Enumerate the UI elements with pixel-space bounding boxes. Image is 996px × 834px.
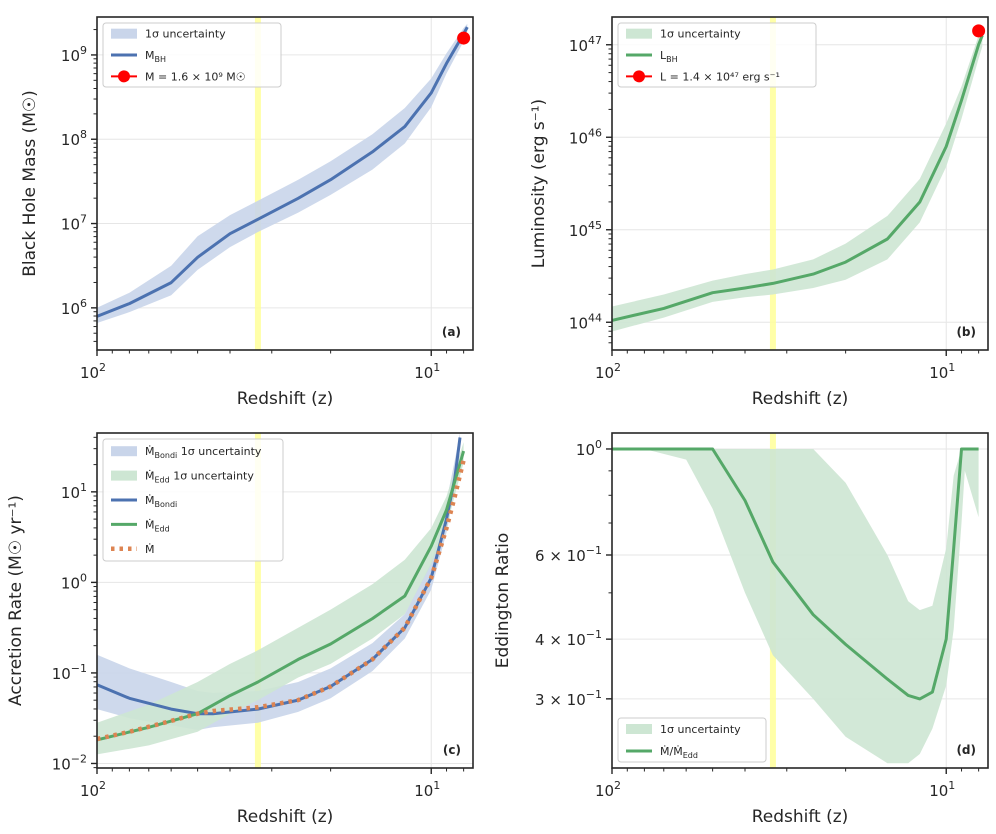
series-line-Mdot/Mdot_Edd (612, 447, 979, 701)
y-tick-label: 6 × 10−1 (535, 544, 602, 565)
y-axis-title: Black Hole Mass (M☉) (20, 90, 40, 277)
legend-swatch-marker (633, 70, 645, 83)
legend-swatch-marker (118, 70, 130, 83)
y-tick-label: 107 (61, 213, 87, 234)
uncertainty-band-L_BH (612, 28, 983, 332)
y-tick-label: 101 (61, 481, 87, 502)
x-axis-title: Redshift (z) (752, 389, 849, 409)
axes-frame (611, 432, 989, 769)
x-tick-label: 101 (929, 361, 955, 382)
y-axis-title: Accretion Rate (M☉ yr⁻¹) (6, 495, 26, 706)
y-tick-label: 100 (576, 438, 602, 459)
legend: 1σ uncertainty LBH L = 1.4 × 10⁴⁷ erg s⁻¹ (617, 22, 817, 88)
legend-label: ṀBondi 1σ uncertainty (145, 445, 262, 460)
legend-label: ṀEdd (145, 518, 170, 533)
panel-b: 102 101 1044 1045 1046 1047 Redshift (z) Lumino… (529, 16, 989, 409)
x-tick-label: 102 (595, 361, 621, 382)
red-data-marker (457, 31, 471, 45)
y-tick-label: 108 (61, 128, 87, 149)
panel-c: 102 101 10−2 10−1 100 101 Redshift (z) Accretio… (6, 432, 474, 827)
uncertainty-band-Mdot_Bondi (97, 433, 460, 730)
axes-frame (96, 432, 474, 769)
legend-box (617, 717, 767, 763)
uncertainty-band-Mdot_Edd (97, 442, 464, 755)
panel-label: (d) (956, 743, 976, 757)
y-tick-label: 1047 (569, 34, 602, 55)
panel-a: 102 101 106 107 108 109 Redshift (z) Black Hole… (20, 16, 474, 409)
x-axis-title: Redshift (z) (237, 389, 334, 409)
legend: 1σ uncertainty MBH M = 1.6 × 10⁹ M☉ (102, 22, 282, 88)
legend-swatch-band (626, 28, 652, 39)
y-tick-label: 1045 (569, 219, 602, 240)
panel-label: (c) (443, 743, 461, 757)
legend: ṀBondi 1σ uncertainty ṀEdd 1σ uncertainty… (102, 438, 284, 562)
y-tick-label: 10−2 (52, 752, 87, 773)
x-tick-label: 102 (80, 779, 106, 800)
axes-frame (611, 16, 989, 351)
legend-label: L = 1.4 × 10⁴⁷ erg s⁻¹ (660, 70, 780, 83)
legend-label: LBH (660, 49, 678, 64)
y-tick-label: 106 (61, 297, 87, 318)
y-tick-label: 100 (61, 571, 87, 592)
redshift-highlight-band (769, 17, 776, 350)
series-line-L_BH (612, 34, 984, 322)
legend-label: MBH (145, 49, 166, 64)
legend-swatch-band (111, 28, 137, 39)
legend-label: 1σ uncertainty (145, 28, 226, 41)
y-axis-title: Luminosity (erg s⁻¹) (529, 99, 549, 268)
legend-box (102, 438, 284, 562)
redshift-highlight-band (254, 433, 261, 768)
legend-swatch-band (111, 446, 137, 457)
legend: 1σ uncertainty Ṁ/ṀEdd (617, 717, 767, 763)
series-line-M_BH (97, 26, 469, 318)
legend-swatch-band (111, 470, 137, 481)
series-line-Mdot (97, 459, 466, 742)
plot-area (612, 28, 984, 332)
x-tick-label: 101 (414, 779, 440, 800)
x-axis-title: Redshift (z) (237, 807, 334, 827)
legend-label: 1σ uncertainty (660, 28, 741, 41)
y-tick-label: 4 × 10−1 (535, 628, 602, 649)
x-axis-title: Redshift (z) (752, 807, 849, 827)
plot-area (612, 447, 979, 764)
y-tick-label: 109 (61, 44, 87, 65)
y-tick-label: 1044 (569, 311, 602, 332)
legend-box (102, 22, 282, 88)
red-data-marker (972, 24, 986, 38)
plot-area (97, 433, 466, 755)
legend-swatch-band (626, 724, 652, 734)
x-tick-label: 101 (929, 779, 955, 800)
y-tick-label: 3 × 10−1 (535, 688, 602, 709)
legend-box (617, 22, 817, 88)
uncertainty-band-M_BH (97, 23, 468, 323)
legend-label: Ṁ (145, 543, 155, 556)
legend-label: Ṁ/ṀEdd (660, 745, 698, 760)
y-tick-label: 1046 (569, 126, 602, 147)
legend-label: 1σ uncertainty (660, 723, 741, 736)
plot-area (97, 23, 469, 323)
panel-label: (a) (442, 325, 461, 339)
redshift-highlight-band (254, 17, 261, 350)
panel-d: 102 101 100 6 × 10−1 4 × 10−1 3 × 10−1 Redshif… (493, 432, 989, 827)
x-tick-label: 102 (595, 779, 621, 800)
x-tick-label: 102 (80, 361, 106, 382)
uncertainty-band-Mdot/Mdot_Edd (612, 449, 979, 764)
y-axis-title: Eddington Ratio (493, 533, 513, 669)
panel-label: (b) (956, 325, 976, 339)
legend-label: ṀEdd 1σ uncertainty (145, 470, 254, 485)
legend-label: ṀBondi (145, 494, 177, 509)
legend-label: M = 1.6 × 10⁹ M☉ (145, 70, 246, 83)
y-tick-label: 10−1 (52, 662, 87, 683)
x-tick-label: 101 (414, 361, 440, 382)
